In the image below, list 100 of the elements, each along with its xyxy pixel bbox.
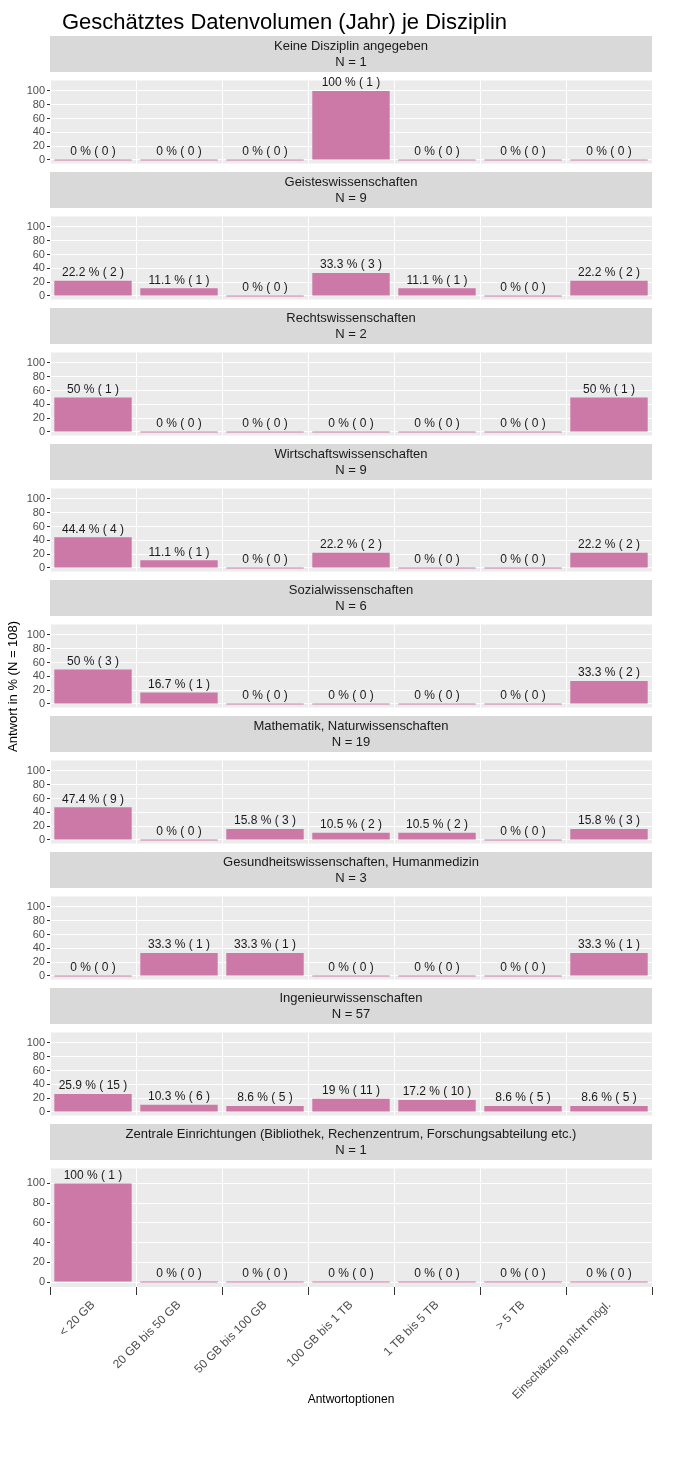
- bar: [484, 1106, 562, 1112]
- data-label: 33.3 % ( 3 ): [319, 257, 383, 272]
- y-tick-label: 20: [32, 819, 45, 832]
- chart-subtitle: N = 1: [334, 1142, 368, 1158]
- data-label: 0 % ( 0 ): [70, 959, 116, 974]
- data-label: 0 % ( 0 ): [500, 823, 546, 838]
- data-label: 0 % ( 0 ): [500, 551, 546, 566]
- data-label: 0 % ( 0 ): [500, 1265, 546, 1280]
- y-tick-label: 20: [32, 683, 45, 696]
- x-tick-label: > 5 TB: [492, 1297, 528, 1333]
- data-label: 11.1 % ( 1 ): [406, 272, 468, 287]
- y-tick-label: 100: [26, 83, 45, 96]
- y-tick-label: 20: [32, 139, 45, 152]
- data-label: 0 % ( 0 ): [500, 415, 546, 430]
- bar: [312, 552, 390, 568]
- data-label: 0 % ( 0 ): [414, 959, 460, 974]
- bar: [54, 1094, 132, 1112]
- bar: [226, 829, 304, 840]
- data-label: 25.9 % ( 15 ): [58, 1078, 128, 1093]
- bar: [570, 552, 648, 568]
- data-label: 22.2 % ( 2 ): [61, 264, 125, 279]
- y-tick-label: 100: [26, 219, 45, 232]
- data-label: 0 % ( 0 ): [500, 143, 546, 158]
- data-label: 33.3 % ( 1 ): [147, 937, 211, 952]
- y-tick-label: 0: [38, 424, 45, 437]
- y-tick-label: 40: [32, 533, 45, 546]
- chart-title: Rechtswissenschaften: [285, 310, 417, 326]
- bar: [140, 288, 218, 296]
- data-label: 0 % ( 0 ): [328, 959, 374, 974]
- y-tick-label: 60: [32, 791, 45, 804]
- bar: [54, 669, 132, 704]
- y-tick-label: 60: [32, 519, 45, 532]
- y-tick-label: 40: [32, 941, 45, 954]
- y-tick-label: 80: [32, 1049, 45, 1062]
- data-label: 50 % ( 1 ): [66, 381, 120, 396]
- y-tick-label: 0: [38, 152, 45, 165]
- y-tick-label: 80: [32, 777, 45, 790]
- chart-title: Keine Disziplin angegeben: [273, 38, 429, 54]
- bar: [398, 288, 476, 296]
- data-label: 19 % ( 11 ): [322, 1083, 380, 1098]
- chart-subtitle: N = 1: [334, 54, 368, 70]
- x-tick-label: 20 GB bis 50 GB: [109, 1297, 184, 1372]
- y-axis-title: Antwort in % (N = 108): [7, 620, 20, 753]
- data-label: 50 % ( 3 ): [66, 653, 120, 668]
- data-label: 0 % ( 0 ): [328, 1265, 374, 1280]
- y-tick-label: 100: [26, 899, 45, 912]
- data-label: 11.1 % ( 1 ): [148, 544, 210, 559]
- data-label: 0 % ( 0 ): [414, 415, 460, 430]
- data-label: 47.4 % ( 9 ): [61, 791, 125, 806]
- data-label: 10.5 % ( 2 ): [405, 817, 469, 832]
- bar: [140, 560, 218, 568]
- data-label: 0 % ( 0 ): [414, 551, 460, 566]
- data-label: 0 % ( 0 ): [586, 143, 632, 158]
- data-label: 0 % ( 0 ): [328, 415, 374, 430]
- data-label: 22.2 % ( 2 ): [577, 536, 641, 551]
- y-tick-label: 60: [32, 383, 45, 396]
- data-label: 0 % ( 0 ): [500, 687, 546, 702]
- y-tick-label: 40: [32, 397, 45, 410]
- data-label: 0 % ( 0 ): [586, 1265, 632, 1280]
- bar: [570, 1106, 648, 1112]
- y-tick-label: 100: [26, 355, 45, 368]
- data-label: 0 % ( 0 ): [242, 143, 288, 158]
- y-tick-label: 80: [32, 913, 45, 926]
- bar: [312, 832, 390, 840]
- data-label: 33.3 % ( 1 ): [577, 937, 641, 952]
- y-tick-label: 0: [38, 1275, 45, 1288]
- y-tick-label: 100: [26, 627, 45, 640]
- data-label: 10.5 % ( 2 ): [319, 817, 383, 832]
- data-label: 0 % ( 0 ): [242, 279, 288, 294]
- y-tick-label: 100: [26, 763, 45, 776]
- y-tick-label: 0: [38, 1104, 45, 1117]
- y-tick-label: 40: [32, 1235, 45, 1248]
- y-tick-label: 0: [38, 696, 45, 709]
- data-label: 0 % ( 0 ): [414, 687, 460, 702]
- chart-title: Wirtschaftswissenschaften: [273, 446, 429, 462]
- y-tick-label: 80: [32, 505, 45, 518]
- x-tick-label: 1 TB bis 5 TB: [380, 1297, 442, 1359]
- y-tick-label: 0: [38, 968, 45, 981]
- chart-title: Zentrale Einrichtungen (Bibliothek, Rechenzentrum, Forschungsabteilung etc.): [124, 1126, 578, 1142]
- data-label: 8.6 % ( 5 ): [581, 1090, 637, 1105]
- bar: [398, 832, 476, 840]
- bar: [312, 272, 390, 296]
- y-tick-label: 60: [32, 111, 45, 124]
- data-label: 0 % ( 0 ): [242, 1265, 288, 1280]
- data-label: 8.6 % ( 5 ): [495, 1090, 551, 1105]
- bar: [398, 1100, 476, 1112]
- x-tick-label: < 20 GB: [56, 1297, 98, 1339]
- chart-title: Geisteswissenschaften: [283, 174, 419, 190]
- y-tick-label: 60: [32, 927, 45, 940]
- data-label: 0 % ( 0 ): [414, 143, 460, 158]
- y-tick-label: 40: [32, 1077, 45, 1090]
- data-label: 0 % ( 0 ): [70, 143, 116, 158]
- bar: [54, 537, 132, 568]
- x-axis-title: Antwortoptionen: [307, 1392, 395, 1407]
- y-tick-label: 100: [26, 1035, 45, 1048]
- y-tick-label: 100: [26, 1176, 45, 1189]
- y-tick-label: 40: [32, 125, 45, 138]
- y-tick-label: 40: [32, 805, 45, 818]
- text: Geschätztes Datenvolumen (Jahr) je Disziplin: [62, 8, 509, 36]
- y-tick-label: 100: [26, 491, 45, 504]
